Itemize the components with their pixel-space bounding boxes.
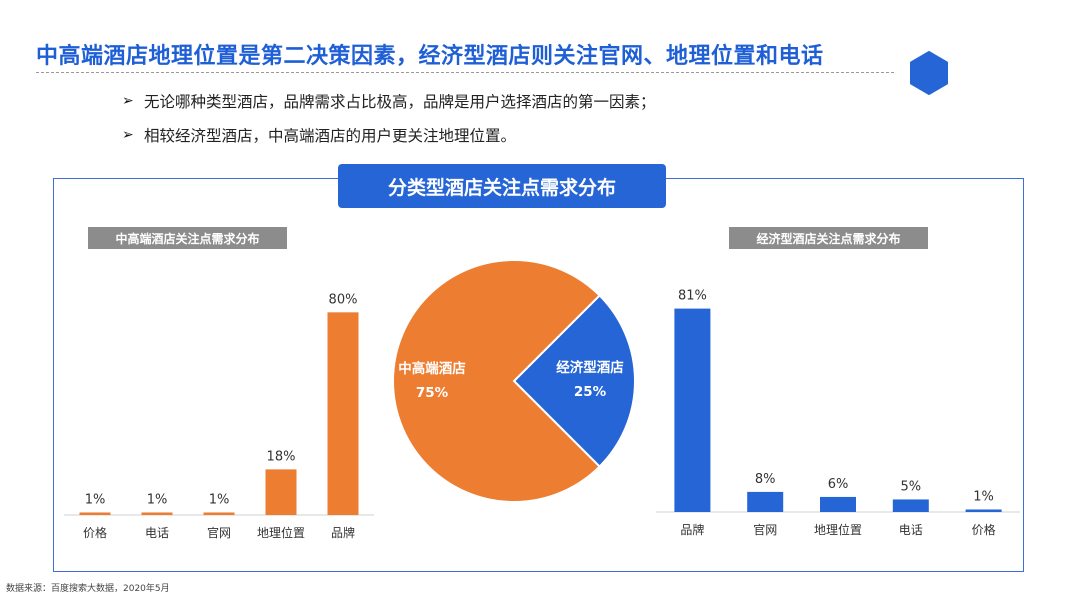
bar bbox=[892, 499, 929, 512]
x-tick-label: 官网 bbox=[753, 522, 777, 537]
bullet-item: ➢ 相较经济型酒店，中高端酒店的用户更关注地理位置。 bbox=[122, 120, 656, 150]
pie-value-label: 25% bbox=[574, 384, 607, 400]
bullet-text: 相较经济型酒店，中高端酒店的用户更关注地理位置。 bbox=[144, 127, 517, 145]
x-tick-label: 地理位置 bbox=[257, 525, 305, 540]
x-tick-label: 官网 bbox=[207, 525, 231, 540]
bar bbox=[327, 312, 359, 515]
pie-value-label: 75% bbox=[416, 385, 449, 401]
data-label: 81% bbox=[678, 289, 707, 304]
pie-label: 经济型酒店 bbox=[556, 359, 624, 376]
bullet-item: ➢ 无论哪种类型酒店，品牌需求占比极高，品牌是用户选择酒店的第一因素； bbox=[122, 86, 656, 116]
data-source-note: 数据来源：百度搜索大数据，2020年5月 bbox=[6, 584, 170, 594]
x-tick-label: 电话 bbox=[145, 526, 169, 540]
bar bbox=[674, 308, 711, 512]
left-chart-title: 中高端酒店关注点需求分布 bbox=[88, 227, 287, 249]
bar bbox=[203, 512, 235, 515]
x-tick-label: 品牌 bbox=[680, 523, 704, 537]
data-label: 1% bbox=[973, 489, 994, 504]
hexagon-logo-icon bbox=[910, 51, 948, 95]
pie-slice bbox=[392, 259, 601, 503]
bar bbox=[141, 512, 173, 515]
data-label: 6% bbox=[828, 477, 849, 492]
bar bbox=[965, 509, 1002, 512]
page-title: 中高端酒店地理位置是第二决策因素，经济型酒店则关注官网、地理位置和电话 bbox=[36, 44, 824, 69]
data-label: 1% bbox=[147, 492, 168, 507]
pie-slice bbox=[512, 294, 636, 468]
data-label: 5% bbox=[900, 479, 921, 494]
data-label: 80% bbox=[329, 292, 358, 307]
bullet-text: 无论哪种类型酒店，品牌需求占比极高，品牌是用户选择酒店的第一因素； bbox=[144, 93, 656, 111]
x-tick-label: 价格 bbox=[83, 525, 107, 540]
data-label: 18% bbox=[267, 449, 296, 464]
data-label: 8% bbox=[755, 472, 776, 487]
title-divider bbox=[36, 72, 894, 73]
bar bbox=[79, 512, 111, 515]
x-tick-label: 品牌 bbox=[331, 526, 355, 540]
x-tick-label: 地理位置 bbox=[814, 522, 862, 537]
arrow-bullet-icon: ➢ bbox=[122, 93, 134, 109]
bullet-list: ➢ 无论哪种类型酒店，品牌需求占比极高，品牌是用户选择酒店的第一因素； ➢ 相较… bbox=[122, 86, 656, 154]
bar bbox=[820, 496, 856, 512]
panel-title: 分类型酒店关注点需求分布 bbox=[338, 164, 666, 208]
pie-label: 中高端酒店 bbox=[398, 360, 466, 377]
data-label: 1% bbox=[209, 492, 230, 507]
bar bbox=[265, 469, 297, 515]
x-tick-label: 电话 bbox=[899, 523, 923, 537]
x-tick-label: 价格 bbox=[972, 522, 996, 537]
right-chart-title: 经济型酒店关注点需求分布 bbox=[729, 227, 928, 249]
bar bbox=[747, 491, 784, 512]
data-label: 1% bbox=[85, 492, 106, 507]
arrow-bullet-icon: ➢ bbox=[122, 127, 134, 143]
